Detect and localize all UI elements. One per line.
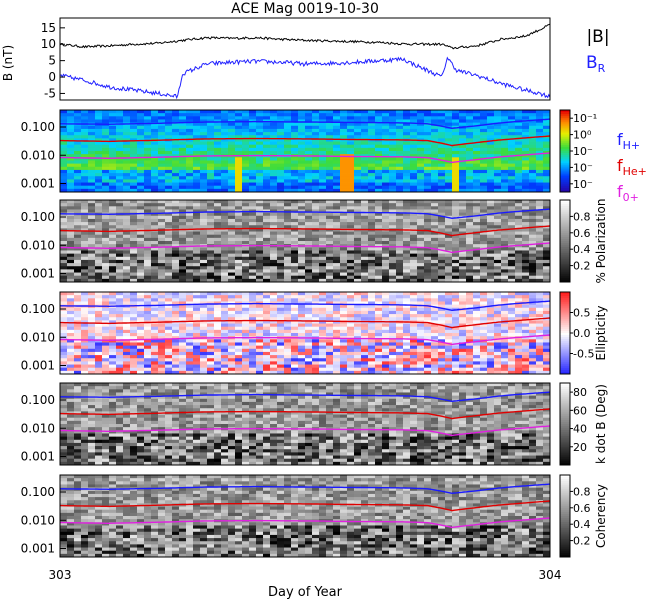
y-tick-label: 0.100 xyxy=(21,120,55,134)
y-tick-label: 10 xyxy=(41,37,56,51)
colorbar-tick-label: 10⁰ xyxy=(573,129,592,142)
x-axis-label: Day of Year xyxy=(268,585,343,600)
colorbar: 0.8 0.6 0.4 0.2 Coherency xyxy=(559,474,608,558)
y-tick-label: 0.001 xyxy=(21,266,55,280)
f-o-line xyxy=(59,334,551,346)
heatmap-cells xyxy=(60,200,551,283)
y-tick-label: 0.100 xyxy=(21,393,55,407)
colorbar-tick-label: 0.2 xyxy=(573,535,591,548)
f-o-line xyxy=(59,425,551,437)
x-tick-label: 303 xyxy=(49,568,72,582)
colorbar-tick-label: 0.2 xyxy=(573,260,591,273)
colorbar-tick-label: 0.0 xyxy=(573,327,591,340)
colorbar-tick-label: 0.6 xyxy=(573,227,591,240)
y-tick-label: 5 xyxy=(48,54,56,68)
f-he-line xyxy=(60,135,551,147)
legend-f-h: fH+ xyxy=(617,130,640,152)
heatmap-cells xyxy=(60,110,551,193)
f-h-line xyxy=(60,391,551,403)
y-tick-label: 0.100 xyxy=(21,485,55,499)
y-tick-label: 0.100 xyxy=(21,210,55,224)
panel-k-dot-b: 0.100 0.010 0.001 80 60 40 20 k dot B (Deg) xyxy=(21,382,608,466)
y-tick-label: 0.010 xyxy=(21,513,55,527)
panel-mag-panel: 15 10 5 0 -5 B (nT) |B| BR xyxy=(1,17,610,101)
heatmap-cells xyxy=(60,475,551,558)
x-tick-label: 304 xyxy=(539,568,562,582)
y-tick-label: -5 xyxy=(44,86,56,100)
panel-polarization: 0.100 0.010 0.001 0.8 0.6 0.4 0.2% Polarizatio… xyxy=(21,199,608,284)
f-o-line xyxy=(59,242,551,254)
y-tick-label: 0.010 xyxy=(21,238,55,252)
f-he-line xyxy=(60,317,551,329)
colorbar-tick-label: 10⁻¹ xyxy=(573,112,597,125)
colorbar-tick-label: 0.8 xyxy=(573,210,591,223)
colorbar-label: Coherency xyxy=(594,484,608,548)
colorbar-label: Ellipticity xyxy=(594,306,608,361)
y-tick-label: 0.010 xyxy=(21,421,55,435)
y-tick-label: 0.010 xyxy=(21,148,55,162)
x-axis: 303 304 xyxy=(49,551,562,582)
colorbar-tick-label: 0.6 xyxy=(573,502,591,515)
frequency-legend: fH+ fHe+ f0+ xyxy=(617,130,647,204)
f-h-line xyxy=(60,118,551,130)
y-tick-label: 0 xyxy=(48,70,56,84)
f-he-line xyxy=(60,408,551,420)
legend-b-total: |B| xyxy=(586,27,609,47)
heatmap-cells xyxy=(60,383,551,466)
colorbar-tick-label: 10⁻ xyxy=(573,178,593,191)
y-tick-label: 15 xyxy=(41,21,56,35)
colorbar-tick-label: 80 xyxy=(573,386,587,399)
colorbar: 0.5 0.0 -0.5 Ellipticity xyxy=(559,291,608,375)
f-he-line xyxy=(60,225,551,237)
y-tick-label: 0.001 xyxy=(21,541,55,555)
f-o-line xyxy=(59,517,551,529)
y-tick-label: 0.001 xyxy=(21,449,55,463)
figure-title: ACE Mag 0019-10-30 xyxy=(231,1,379,17)
colorbar-tick-label: 0.4 xyxy=(573,518,591,531)
colorbar-tick-label: 60 xyxy=(573,404,587,417)
colorbar-tick-label: 40 xyxy=(573,423,587,436)
panel-frame xyxy=(59,474,551,558)
y-axis-label: B (nT) xyxy=(1,45,15,81)
panel-frame xyxy=(59,382,551,466)
colorbar-tick-label: 10⁻ xyxy=(573,161,593,174)
f-h-line xyxy=(60,208,551,220)
colorbar-label: k dot B (Deg) xyxy=(594,384,608,464)
colorbar-tick-label: 20 xyxy=(573,441,587,454)
f-h-line xyxy=(60,300,551,312)
f-h-line xyxy=(60,483,551,495)
legend-b-r: BR xyxy=(586,53,606,75)
colorbar-tick-label: 10⁻ xyxy=(573,145,593,158)
legend-f-he: fHe+ xyxy=(617,156,647,178)
y-tick-label: 0.001 xyxy=(21,176,55,190)
y-tick-label: 0.100 xyxy=(21,302,55,316)
panel-frame xyxy=(59,199,551,283)
panel-frame xyxy=(59,109,551,193)
series-b-r-line xyxy=(60,56,550,100)
panel-ellipticity: 0.100 0.010 0.001 0.5 0.0 -0.5 Ellipticity xyxy=(21,291,608,375)
y-tick-label: 0.010 xyxy=(21,330,55,344)
colorbar: 80 60 40 20 k dot B (Deg) xyxy=(559,382,608,466)
panel-frame xyxy=(59,17,551,101)
panel-power-spectrum: 0.100 0.010 0.001 10⁻¹ 10⁰ 10⁻ 10⁻ 10⁻ fH+ fHe+ f0… xyxy=(21,109,647,204)
colorbar-label: % Polarization xyxy=(594,199,608,284)
colorbar-tick-label: -0.5 xyxy=(573,348,594,361)
colorbar-tick-label: 0.8 xyxy=(573,485,591,498)
series-b-total-line xyxy=(60,23,550,50)
heatmap-cells xyxy=(60,292,551,375)
colorbar: 0.8 0.6 0.4 0.2% Polarization xyxy=(559,199,608,284)
f-o-line xyxy=(59,152,551,164)
colorbar-tick-label: 0.5 xyxy=(573,307,591,320)
colorbar-tick-label: 0.4 xyxy=(573,243,591,256)
colorbar: 10⁻¹ 10⁰ 10⁻ 10⁻ 10⁻ xyxy=(559,109,597,193)
panel-coherency: 0.100 0.010 0.001 0.8 0.6 0.4 0.2 Coherency xyxy=(21,474,608,558)
legend-f-o: f0+ xyxy=(617,182,639,204)
panel-frame xyxy=(59,291,551,375)
f-he-line xyxy=(60,500,551,512)
y-tick-label: 0.001 xyxy=(21,358,55,372)
